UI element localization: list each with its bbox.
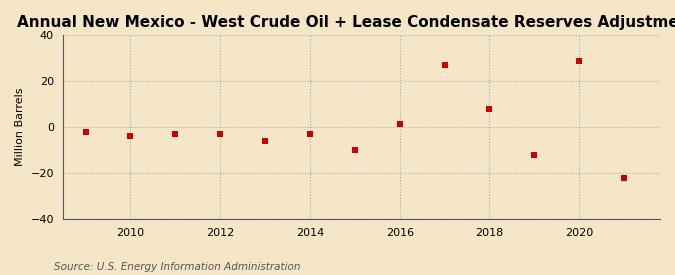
Y-axis label: Million Barrels: Million Barrels xyxy=(15,88,25,166)
Point xyxy=(350,148,360,152)
Text: Source: U.S. Energy Information Administration: Source: U.S. Energy Information Administ… xyxy=(54,262,300,272)
Point xyxy=(529,153,540,157)
Point xyxy=(619,175,630,180)
Point xyxy=(304,132,315,136)
Point xyxy=(394,122,405,126)
Point xyxy=(574,58,585,63)
Point xyxy=(80,130,91,134)
Title: Annual New Mexico - West Crude Oil + Lease Condensate Reserves Adjustments: Annual New Mexico - West Crude Oil + Lea… xyxy=(17,15,675,30)
Point xyxy=(260,139,271,143)
Point xyxy=(484,107,495,111)
Point xyxy=(125,134,136,139)
Point xyxy=(170,132,181,136)
Point xyxy=(439,63,450,67)
Point xyxy=(215,132,225,136)
